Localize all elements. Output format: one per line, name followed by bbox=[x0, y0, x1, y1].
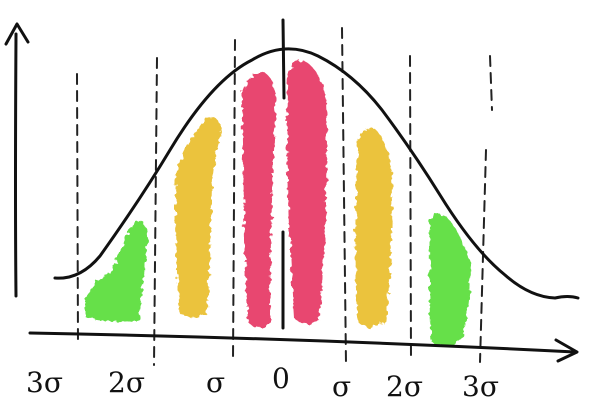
band-left-1-0-sigma bbox=[242, 72, 276, 328]
band-right-1-2-sigma bbox=[355, 127, 393, 328]
tick-label-right-1-sigma: σ bbox=[332, 370, 351, 400]
tick-label-right-3-sigma: 3σ bbox=[462, 370, 499, 400]
tick-label-right-2-sigma: 2σ bbox=[386, 370, 423, 400]
band-left-2-1-sigma bbox=[175, 117, 222, 318]
tick-label-left-1-sigma: σ bbox=[206, 366, 225, 399]
sigma-line-left-3 bbox=[76, 73, 79, 346]
sigma-line-left-2 bbox=[153, 57, 158, 366]
band-right-2-3-sigma bbox=[429, 214, 471, 347]
mean-center-line bbox=[281, 18, 286, 330]
x-axis bbox=[28, 331, 577, 354]
tick-label-zero: 0 bbox=[272, 362, 290, 395]
tick-label-left-2-sigma: 2σ bbox=[108, 366, 145, 399]
band-left-3-2-sigma bbox=[86, 220, 148, 322]
sigma-line-right-2 bbox=[409, 55, 412, 361]
sigma-tick-labels: 3σ 2σ σ 0 σ 2σ 3σ bbox=[26, 362, 499, 400]
sigma-line-right-3 bbox=[489, 55, 493, 111]
band-right-0-1-sigma bbox=[287, 61, 327, 324]
bell-curve bbox=[53, 47, 580, 300]
y-axis bbox=[14, 32, 18, 298]
sigma-line-right-1 bbox=[341, 27, 347, 365]
tick-label-left-3-sigma: 3σ bbox=[26, 366, 63, 399]
y-axis-arrowhead bbox=[4, 22, 30, 46]
x-axis-arrowhead bbox=[554, 338, 579, 363]
sigma-line-left-1 bbox=[232, 39, 236, 361]
